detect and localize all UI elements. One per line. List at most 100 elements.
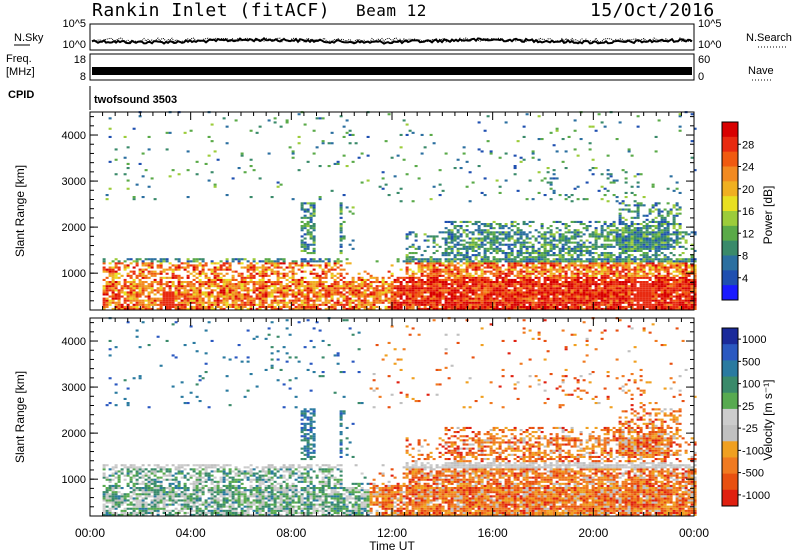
echo-cell: [522, 278, 526, 281]
echo-cell: [510, 270, 514, 273]
echo-cell: [615, 281, 619, 284]
echo-cell: [612, 237, 616, 240]
echo-cell: [489, 260, 493, 263]
echo-cell: [399, 285, 403, 288]
echo-cell: [600, 185, 604, 188]
echo-cell: [624, 295, 628, 298]
echo-cell: [426, 287, 430, 290]
echo-cell: [315, 264, 319, 267]
echo-cell: [468, 303, 472, 306]
echo-cell: [576, 297, 580, 300]
echo-cell: [615, 301, 619, 304]
echo-cell: [468, 285, 472, 288]
echo-cell: [624, 235, 628, 238]
echo-cell: [438, 274, 442, 277]
echo-cell: [405, 235, 409, 238]
echo-cell: [501, 307, 505, 310]
echo-cell: [117, 266, 121, 269]
echo-cell: [546, 268, 550, 271]
echo-cell: [150, 270, 154, 273]
echo-cell: [351, 301, 355, 304]
echo-cell: [357, 291, 361, 294]
echo-cell: [291, 156, 295, 159]
echo-cell: [573, 129, 577, 132]
echo-cell: [555, 301, 559, 304]
echo-cell: [273, 305, 277, 308]
echo-cell: [363, 295, 367, 298]
echo-cell: [606, 256, 610, 259]
echo-cell: [351, 239, 355, 242]
echo-cell: [516, 256, 520, 259]
echo-cell: [486, 223, 490, 226]
echo-cell: [516, 283, 520, 286]
echo-cell: [513, 291, 517, 294]
echo-cell: [483, 243, 487, 246]
echo-cell: [555, 260, 559, 263]
echo-cell: [453, 295, 457, 298]
echo-cell: [504, 272, 508, 275]
echo-cell: [348, 293, 352, 296]
echo-cell: [258, 287, 262, 290]
echo-cell: [291, 278, 295, 281]
echo-cell: [594, 235, 598, 238]
echo-cell: [393, 285, 397, 288]
echo-cell: [204, 276, 208, 279]
echo-cell: [621, 283, 625, 286]
echo-cell: [210, 140, 214, 143]
echo-cell: [411, 258, 415, 261]
echo-cell: [243, 303, 247, 306]
echo-cell: [360, 285, 364, 288]
echo-cell: [309, 220, 313, 223]
echo-cell: [423, 264, 427, 267]
echo-cell: [534, 276, 538, 279]
echo-cell: [465, 293, 469, 296]
echo-cell: [435, 297, 439, 300]
nsearch-tick-low: 10^0: [698, 39, 722, 51]
echo-cell: [510, 258, 514, 261]
echo-cell: [150, 266, 154, 269]
echo-cell: [183, 285, 187, 288]
echo-cell: [453, 227, 457, 230]
echo-cell: [312, 283, 316, 286]
echo-cell: [552, 287, 556, 290]
echo-cell: [483, 249, 487, 252]
echo-cell: [159, 303, 163, 306]
echo-cell: [273, 283, 277, 286]
echo-cell: [345, 299, 349, 302]
echo-cell: [492, 297, 496, 300]
echo-cell: [570, 249, 574, 252]
echo-cell: [510, 283, 514, 286]
echo-cell: [462, 291, 466, 294]
echo-cell: [117, 297, 121, 300]
echo-cell: [522, 297, 526, 300]
echo-cell: [657, 202, 661, 205]
echo-cell: [399, 281, 403, 284]
echo-cell: [264, 272, 268, 275]
echo-cell: [114, 274, 118, 277]
echo-cell: [567, 225, 571, 228]
echo-cell: [594, 245, 598, 248]
echo-cell: [222, 274, 226, 277]
echo-cell: [600, 291, 604, 294]
echo-cell: [156, 266, 160, 269]
echo-cell: [177, 305, 181, 308]
echo-cell: [138, 281, 142, 284]
echo-cell: [282, 293, 286, 296]
echo-cell: [114, 148, 118, 151]
echo-cell: [309, 233, 313, 236]
echo-cell: [399, 187, 403, 190]
echo-cell: [339, 249, 343, 252]
echo-cell: [438, 281, 442, 284]
echo-cell: [132, 305, 136, 308]
nsky-tick-low: 10^0: [62, 39, 86, 51]
echo-cell: [570, 235, 574, 238]
echo-cell: [522, 283, 526, 286]
echo-cell: [495, 301, 499, 304]
echo-cell: [339, 268, 343, 271]
echo-cell: [576, 220, 580, 223]
echo-cell: [234, 301, 238, 304]
echo-cell: [507, 252, 511, 255]
echo-cell: [594, 289, 598, 292]
echo-cell: [660, 291, 664, 294]
echo-cell: [213, 185, 217, 188]
